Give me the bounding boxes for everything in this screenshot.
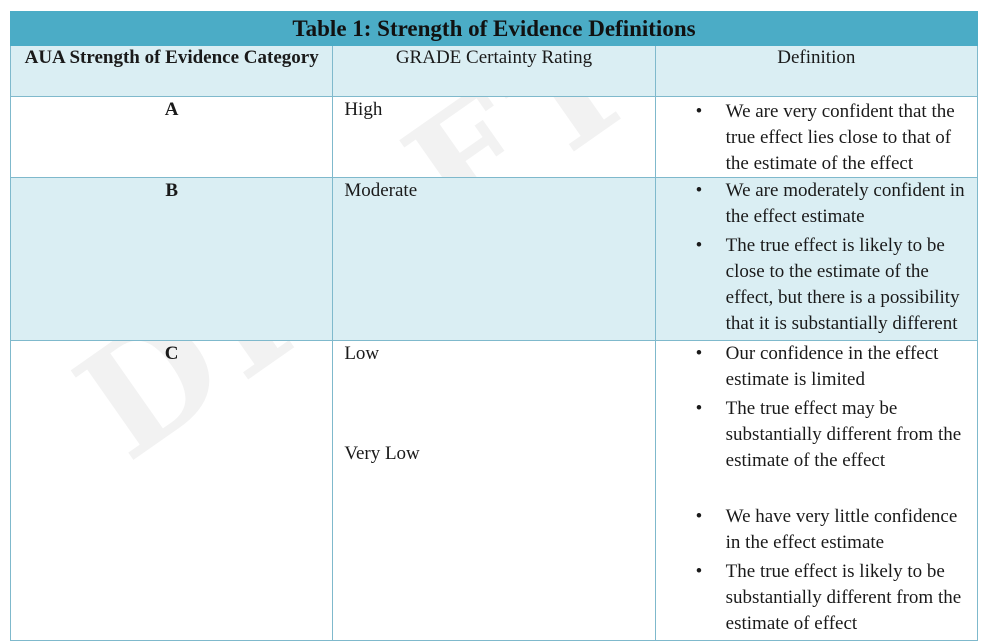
grade-very-low-label: Very Low	[344, 443, 420, 464]
definition-cell: We are very confident that the true effe…	[654, 96, 979, 178]
definition-cell: We are moderately confident in the effec…	[654, 177, 979, 341]
grade-cell: High	[332, 96, 656, 178]
definition-list: We are very confident that the true effe…	[656, 97, 977, 177]
table-title: Table 1: Strength of Evidence Definition…	[10, 11, 978, 46]
list-item: Our confidence in the effect estimate is…	[656, 341, 977, 393]
definition-list: We have very little confidence in the ef…	[656, 504, 977, 637]
header-definition: Definition	[654, 45, 979, 97]
list-item: We are moderately confident in the effec…	[656, 178, 977, 230]
category-cell: B	[9, 177, 334, 341]
definition-cell: Our confidence in the effect estimate is…	[654, 340, 979, 641]
table-row: A High We are very confident that the tr…	[9, 96, 979, 178]
table-row: B Moderate We are moderately confident i…	[9, 177, 979, 341]
definition-list: Our confidence in the effect estimate is…	[656, 341, 977, 474]
grade-cell: Moderate	[332, 177, 656, 341]
header-grade: GRADE Certainty Rating	[332, 45, 656, 97]
header-category: AUA Strength of Evidence Category	[9, 45, 334, 97]
definition-list: We are moderately confident in the effec…	[656, 178, 977, 337]
grade-cell: Low Very Low	[332, 340, 656, 641]
category-cell: A	[9, 96, 334, 178]
list-item: We have very little confidence in the ef…	[656, 504, 977, 556]
evidence-definitions-table: Table 1: Strength of Evidence Definition…	[9, 11, 979, 641]
grade-low-label: Low	[344, 343, 380, 364]
table-row: C Low Very Low Our confidence in the eff…	[9, 340, 979, 641]
list-item: The true effect is likely to be close to…	[656, 233, 977, 337]
list-item: The true effect is likely to be substant…	[656, 559, 977, 637]
list-item: The true effect may be substantially dif…	[656, 396, 977, 474]
category-cell: C	[9, 340, 334, 641]
list-item: We are very confident that the true effe…	[656, 99, 977, 177]
